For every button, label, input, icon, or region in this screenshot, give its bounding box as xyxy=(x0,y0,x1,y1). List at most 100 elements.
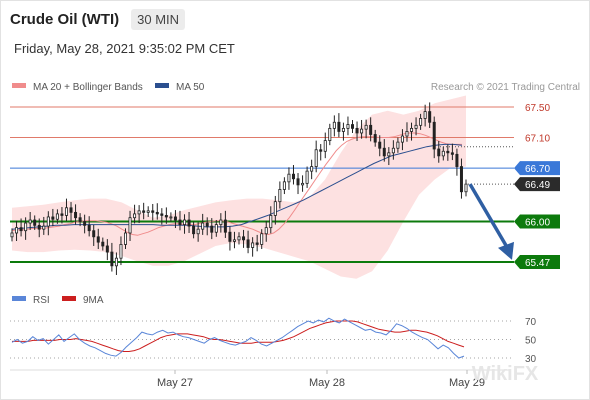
candle xyxy=(355,121,359,141)
candle xyxy=(310,159,314,180)
candle xyxy=(328,123,332,146)
candle-body xyxy=(264,227,268,235)
candle-body xyxy=(142,210,146,213)
candle xyxy=(301,175,305,192)
candle xyxy=(396,137,400,153)
candle-body xyxy=(60,213,64,216)
candle-body xyxy=(242,236,246,241)
candle xyxy=(28,211,32,230)
x-axis: May 27 May 28 May 29 xyxy=(157,370,485,389)
ma50-line xyxy=(11,143,463,230)
candle-body xyxy=(119,244,123,259)
candle-body xyxy=(396,141,400,149)
candle-body xyxy=(223,219,227,233)
candle-body xyxy=(210,225,214,233)
candle xyxy=(228,226,232,251)
candle-body xyxy=(441,150,445,157)
timeframe-badge[interactable]: 30 MIN xyxy=(131,9,186,30)
candle xyxy=(128,210,132,242)
candle-body xyxy=(432,121,436,150)
candle-body xyxy=(219,219,223,225)
price-tags: 67.50 67.10 66.70 66.00 65.47 66.49 xyxy=(514,103,560,269)
candle xyxy=(360,119,364,139)
9ma-legend-swatch xyxy=(62,296,76,301)
candle-body xyxy=(282,181,286,190)
candle xyxy=(201,213,205,235)
candle xyxy=(214,220,218,237)
candle-body xyxy=(269,215,273,229)
candle-body xyxy=(114,257,118,267)
candle xyxy=(459,158,463,199)
moving-averages xyxy=(11,132,463,236)
candle-body xyxy=(446,150,450,154)
candle xyxy=(287,167,291,190)
candle-body xyxy=(387,152,391,157)
candle-body xyxy=(33,219,37,226)
candle xyxy=(296,173,300,195)
candle xyxy=(414,117,418,136)
candle xyxy=(137,205,141,224)
candle-body xyxy=(78,217,82,222)
candle-body xyxy=(346,124,350,129)
candle-body xyxy=(146,210,150,213)
candle-body xyxy=(69,207,73,213)
candle xyxy=(169,212,173,222)
candle-body xyxy=(328,127,332,141)
candle-body xyxy=(341,127,345,132)
bollinger-band xyxy=(12,95,466,279)
candle-body xyxy=(455,153,459,167)
x-tick-label: May 27 xyxy=(157,377,193,389)
ma50-legend-swatch xyxy=(155,83,169,88)
last-price-tag xyxy=(514,177,560,192)
candle-body xyxy=(128,217,132,234)
candle-body xyxy=(64,207,68,216)
candle-body xyxy=(178,219,182,225)
candle-body xyxy=(42,225,46,230)
candle-body xyxy=(360,128,364,134)
rsi-legend-swatch xyxy=(12,296,26,301)
candle-body xyxy=(414,124,418,129)
candle xyxy=(24,217,28,240)
level-tag-66-70 xyxy=(514,161,560,176)
candle xyxy=(373,129,377,147)
candle-body xyxy=(246,239,250,248)
candle-body xyxy=(155,211,159,215)
candle xyxy=(114,252,118,275)
candle xyxy=(269,206,273,234)
candle xyxy=(260,229,264,250)
candle xyxy=(446,144,450,161)
candle-body xyxy=(151,210,155,213)
candle xyxy=(246,230,250,254)
candle-body xyxy=(164,215,168,218)
candle-body xyxy=(24,222,28,232)
candle xyxy=(437,140,441,163)
forecast-arrow-shaft xyxy=(468,183,510,250)
candle xyxy=(319,144,323,161)
candle xyxy=(96,228,100,250)
candle-body xyxy=(183,219,187,225)
candle-body xyxy=(83,221,87,226)
chart-datetime: Friday, May 28, 2021 9:35:02 PM CET xyxy=(14,41,235,56)
candle xyxy=(46,211,50,236)
candle-body xyxy=(319,149,323,152)
candle-body xyxy=(214,224,218,233)
candle xyxy=(291,165,295,185)
candle-body xyxy=(310,166,314,172)
candle-body xyxy=(137,210,141,215)
candle xyxy=(192,221,196,239)
candle xyxy=(450,143,454,161)
candle xyxy=(196,222,200,242)
candle-body xyxy=(410,127,414,132)
rsi-tick-50: 50 xyxy=(525,336,537,347)
candle xyxy=(332,115,336,137)
candle xyxy=(110,242,114,272)
candle xyxy=(428,102,432,128)
ma20-line xyxy=(11,132,462,236)
candle-body xyxy=(314,149,318,167)
candle xyxy=(323,132,327,159)
candle-body xyxy=(19,227,23,232)
candle-body xyxy=(192,225,196,235)
wikifx-watermark: WikiFX xyxy=(472,363,539,385)
candle-body xyxy=(101,241,105,247)
